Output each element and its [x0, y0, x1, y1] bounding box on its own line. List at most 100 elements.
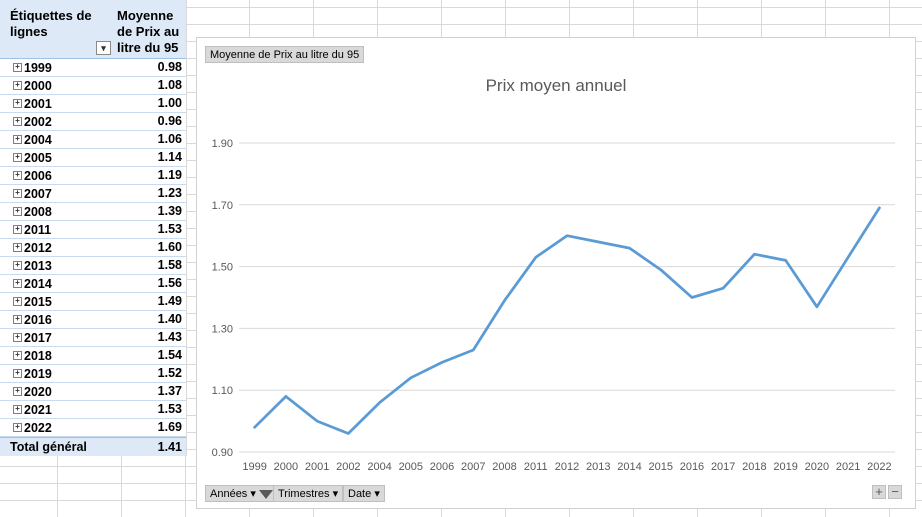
- row-year: 2006: [24, 168, 52, 183]
- y-tick-label: 1.70: [212, 200, 233, 212]
- row-year: 2017: [24, 330, 52, 345]
- expand-plus-icon[interactable]: +: [872, 485, 886, 499]
- row-value: 1.54: [157, 348, 182, 362]
- data-point: [628, 246, 631, 250]
- expand-plus-icon[interactable]: +: [13, 207, 22, 216]
- pivot-row: +2016 1.40: [0, 311, 186, 329]
- x-tick-label: 2017: [711, 461, 735, 473]
- row-label: +2021: [0, 401, 112, 418]
- row-value: 1.00: [157, 96, 182, 110]
- expand-plus-icon[interactable]: +: [13, 405, 22, 414]
- expand-plus-icon[interactable]: +: [13, 225, 22, 234]
- collapse-minus-icon[interactable]: −: [888, 485, 902, 499]
- data-point: [315, 419, 319, 423]
- x-tick-label: 2020: [805, 461, 829, 473]
- row-label: +2011: [0, 221, 112, 238]
- expand-plus-icon[interactable]: +: [13, 99, 22, 108]
- data-point: [721, 287, 725, 290]
- row-year: 2021: [24, 402, 52, 417]
- expand-plus-icon[interactable]: +: [13, 135, 22, 144]
- row-value: 0.96: [157, 114, 182, 128]
- expand-plus-icon[interactable]: +: [13, 423, 22, 432]
- chart-title: Prix moyen annuel: [485, 76, 627, 95]
- expand-plus-icon[interactable]: +: [13, 297, 22, 306]
- data-point: [378, 401, 381, 404]
- data-point: [284, 395, 288, 398]
- x-tick-label: 2018: [742, 461, 766, 473]
- row-year: 2019: [24, 366, 52, 381]
- row-label: +2020: [0, 383, 112, 400]
- row-value: 1.58: [157, 258, 182, 272]
- pivot-row: +2019 1.52: [0, 365, 186, 383]
- x-tick-label: 2008: [492, 461, 516, 473]
- data-point: [659, 268, 662, 271]
- pivot-row: +2015 1.49: [0, 293, 186, 311]
- row-year: 2012: [24, 240, 52, 255]
- grand-total-row: Total général 1.41: [0, 437, 186, 456]
- data-point: [565, 234, 569, 237]
- pivot-row: +2000 1.08: [0, 77, 186, 95]
- row-year: 2001: [24, 96, 52, 111]
- expand-plus-icon[interactable]: +: [13, 189, 22, 198]
- row-value: 1.40: [157, 312, 182, 326]
- pivot-row: +2001 1.00: [0, 95, 186, 113]
- row-labels-header: Étiquettes de lignes ▾: [0, 0, 112, 58]
- axis-field-button-trimestres[interactable]: Trimestres ▾: [273, 485, 344, 502]
- expand-plus-icon[interactable]: +: [13, 261, 22, 270]
- row-value: 0.98: [157, 60, 182, 74]
- grand-total-value: 1.41: [157, 440, 182, 454]
- row-value: 1.49: [157, 294, 182, 308]
- data-point: [440, 361, 444, 364]
- pivot-chart[interactable]: Moyenne de Prix au litre du 95 Prix moye…: [196, 37, 916, 509]
- pivot-header: Étiquettes de lignes ▾ Moyenne de Prix a…: [0, 0, 186, 59]
- expand-plus-icon[interactable]: +: [13, 315, 22, 324]
- expand-plus-icon[interactable]: +: [13, 387, 22, 396]
- expand-plus-icon[interactable]: +: [13, 171, 22, 180]
- row-label: +2002: [0, 113, 112, 130]
- filter-dropdown-icon[interactable]: ▾: [96, 41, 111, 55]
- pivot-row: +2008 1.39: [0, 203, 186, 221]
- row-value: 1.53: [157, 222, 182, 236]
- row-label: +2014: [0, 275, 112, 292]
- pivot-row: +1999 0.98: [0, 59, 186, 77]
- pivot-row: +2007 1.23: [0, 185, 186, 203]
- pivot-row: +2017 1.43: [0, 329, 186, 347]
- row-year: 2020: [24, 384, 52, 399]
- expand-plus-icon[interactable]: +: [13, 279, 22, 288]
- expand-plus-icon[interactable]: +: [13, 369, 22, 378]
- row-label: +2013: [0, 257, 112, 274]
- data-point: [815, 305, 819, 308]
- dropdown-arrow-icon: ▾: [374, 488, 380, 500]
- value-field-button[interactable]: Moyenne de Prix au litre du 95: [205, 46, 365, 63]
- expand-plus-icon[interactable]: +: [13, 117, 22, 126]
- row-value: 1.19: [157, 168, 182, 182]
- data-point: [753, 253, 756, 256]
- expand-plus-icon[interactable]: +: [13, 81, 22, 90]
- expand-plus-icon[interactable]: +: [13, 153, 22, 162]
- row-label: +2005: [0, 149, 112, 166]
- data-point: [690, 296, 694, 299]
- data-point: [597, 240, 600, 244]
- expand-plus-icon[interactable]: +: [13, 333, 22, 342]
- expand-plus-icon[interactable]: +: [13, 351, 22, 360]
- x-tick-label: 2019: [773, 461, 797, 473]
- axis-field-button-date[interactable]: Date ▾: [343, 485, 385, 502]
- row-year: 2005: [24, 150, 52, 165]
- row-label: +2016: [0, 311, 112, 328]
- line-plot: 0.90 1.10 1.30 1.50 1.70 1.90 1999 2000 2001 2002…: [212, 138, 895, 473]
- row-value: 1.37: [157, 384, 182, 398]
- row-label: +2007: [0, 185, 112, 202]
- x-tick-label: 2001: [305, 461, 329, 473]
- x-tick-label: 2013: [586, 461, 610, 473]
- expand-plus-icon[interactable]: +: [13, 243, 22, 252]
- row-year: 2022: [24, 420, 52, 435]
- x-tick-label: 2011: [524, 461, 548, 473]
- axis-field-button-annees[interactable]: Années ▾: [205, 485, 278, 502]
- row-label: +2006: [0, 167, 112, 184]
- expand-plus-icon[interactable]: +: [13, 63, 22, 72]
- x-tick-label: 2007: [461, 461, 485, 473]
- x-tick-label: 1999: [242, 461, 266, 473]
- x-tick-label: 2004: [367, 461, 391, 473]
- row-label: +2004: [0, 131, 112, 148]
- row-value: 1.39: [157, 204, 182, 218]
